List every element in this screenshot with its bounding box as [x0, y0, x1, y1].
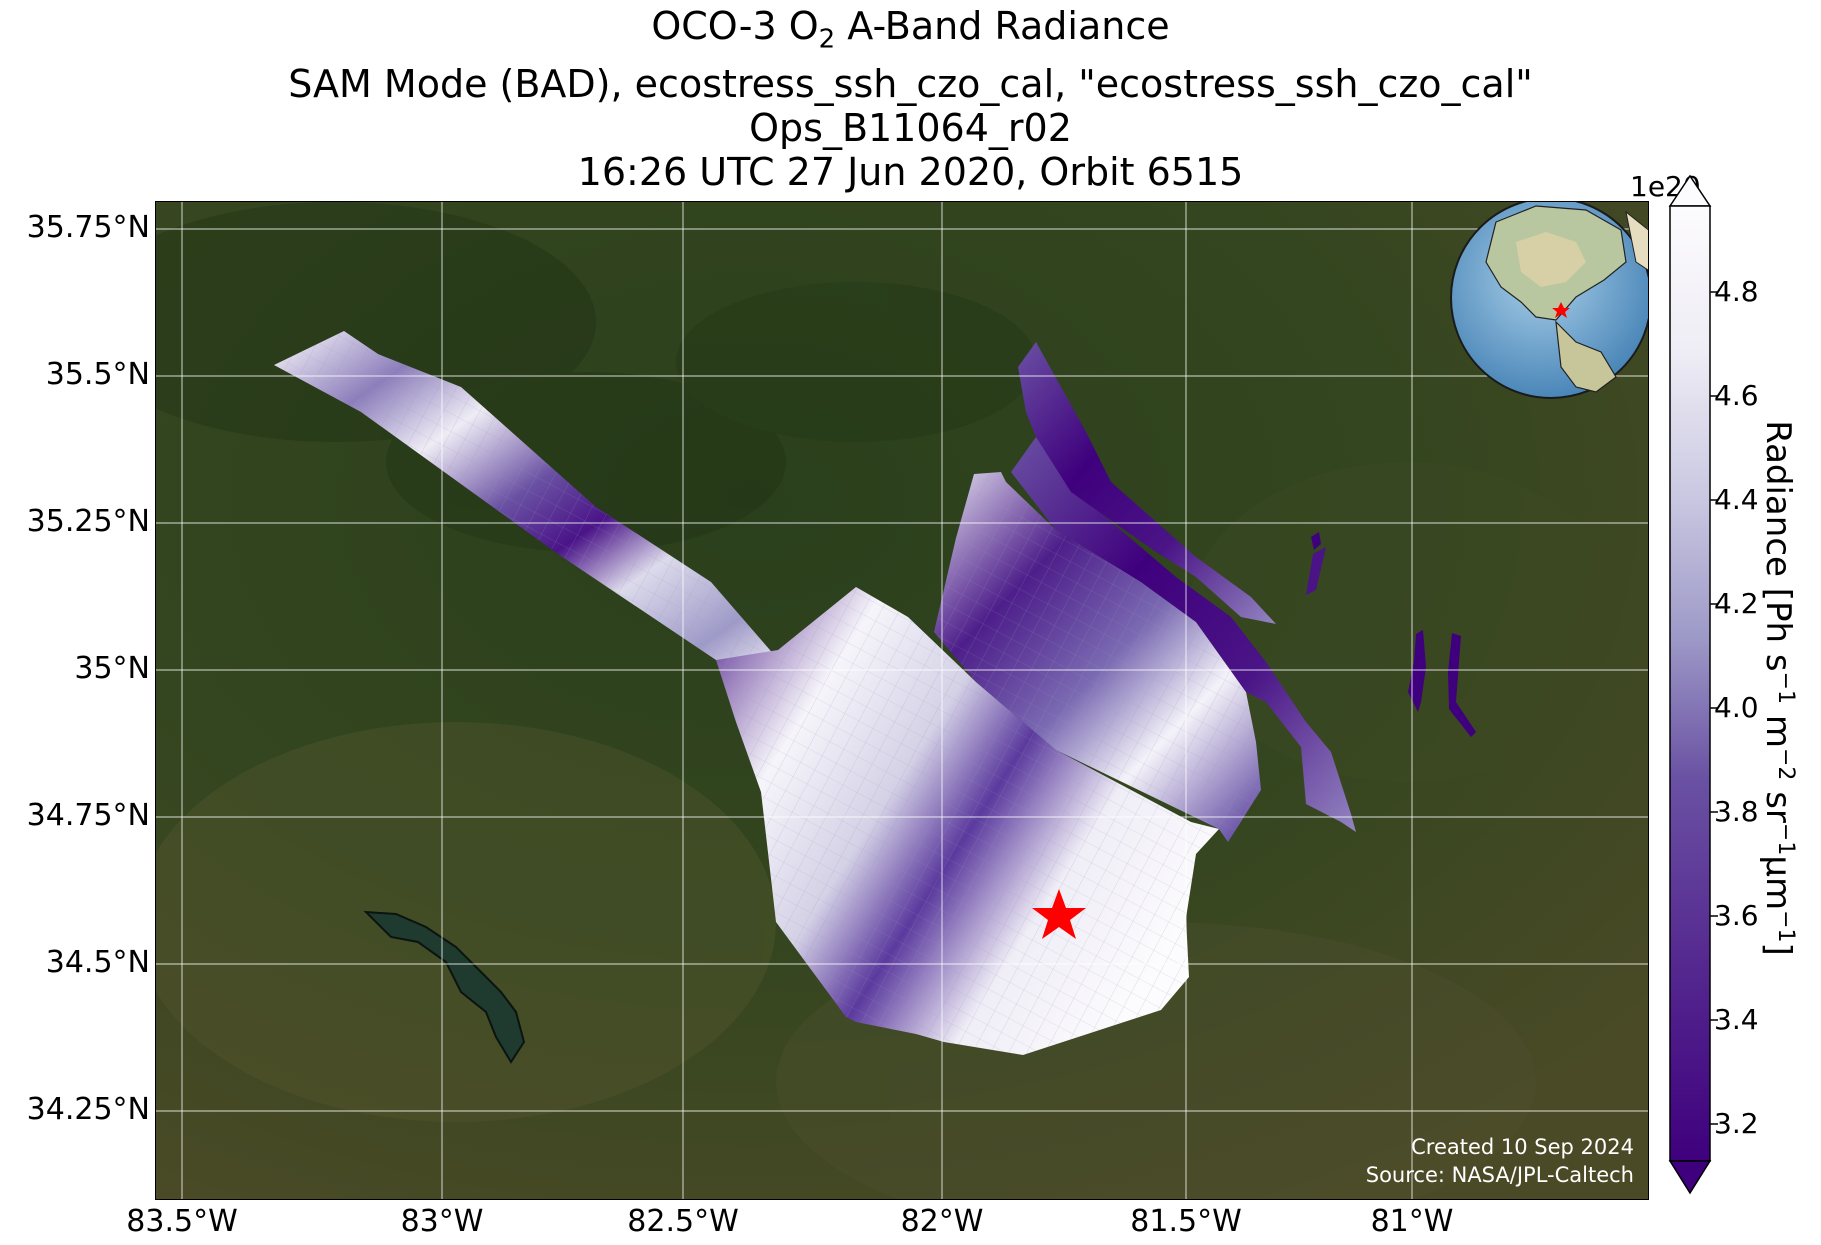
fragment-2 [1306, 547, 1326, 595]
lat-label-35-25: 35.25°N [26, 504, 150, 539]
lat-label-35-5: 35.5°N [45, 357, 150, 392]
cb-tick-3-4: 3.4 [1714, 1003, 1759, 1036]
target-star-icon [1032, 889, 1086, 939]
lat-label-35: 35°N [74, 651, 150, 686]
lon-label-83: 83°W [400, 1204, 484, 1239]
chart-title: OCO-3 O2 A-Band Radiance SAM Mode (BAD),… [0, 4, 1821, 194]
colorbar-gradient [1669, 205, 1711, 1162]
colorbar-extend-max [1668, 174, 1712, 207]
cb-tick-4-4: 4.4 [1714, 483, 1759, 516]
source-credit: Source: NASA/JPL-Caltech [1365, 1163, 1634, 1187]
graticule [156, 202, 1648, 1199]
fragment-4 [1448, 633, 1476, 737]
inset-globe [1450, 202, 1648, 399]
swath-far-east [1011, 437, 1356, 832]
lon-label-81-5: 81.5°W [1130, 1204, 1242, 1239]
credits: Created 10 Sep 2024 Source: NASA/JPL-Cal… [1366, 1133, 1634, 1189]
lon-label-82: 82°W [900, 1204, 984, 1239]
title-line-2: SAM Mode (BAD), ecostress_ssh_czo_cal, "… [288, 61, 1533, 106]
globe-star-icon [1552, 302, 1570, 318]
title-line-3: Ops_B11064_r02 [749, 105, 1072, 150]
lon-label-81: 81°W [1370, 1204, 1454, 1239]
lake-outline [363, 910, 526, 1064]
title-line-1: OCO-3 O2 A-Band Radiance [651, 4, 1170, 55]
cb-tick-4-0: 4.0 [1714, 691, 1759, 724]
cb-tick-4-8: 4.8 [1714, 275, 1759, 308]
fragment-1 [1311, 532, 1321, 550]
title-line-4: 16:26 UTC 27 Jun 2020, Orbit 6515 [577, 149, 1244, 194]
colorbar-label: Radiance [Ph s−1 m−2 sr−1μm−1] [1757, 420, 1799, 956]
cb-tick-3-6: 3.6 [1714, 899, 1759, 932]
swath-northeast [1018, 342, 1276, 624]
colorbar [1668, 174, 1718, 1195]
map-panel: Created 10 Sep 2024 Source: NASA/JPL-Cal… [155, 201, 1649, 1200]
cb-tick-3-2: 3.2 [1714, 1107, 1759, 1140]
lon-label-83-5: 83.5°W [126, 1204, 238, 1239]
map-canvas [156, 202, 1648, 1199]
lat-label-34-25: 34.25°N [26, 1092, 150, 1127]
lat-label-35-75: 35.75°N [26, 210, 150, 245]
lat-label-34-75: 34.75°N [26, 798, 150, 833]
radiance-swaths [274, 331, 1476, 1055]
cb-tick-3-8: 3.8 [1714, 795, 1759, 828]
cb-tick-4-6: 4.6 [1714, 379, 1759, 412]
colorbar-extend-min [1668, 1160, 1712, 1195]
lon-label-82-5: 82.5°W [627, 1204, 739, 1239]
created-date: Created 10 Sep 2024 [1411, 1135, 1634, 1159]
lat-label-34-5: 34.5°N [45, 945, 150, 980]
cb-tick-4-2: 4.2 [1714, 587, 1759, 620]
